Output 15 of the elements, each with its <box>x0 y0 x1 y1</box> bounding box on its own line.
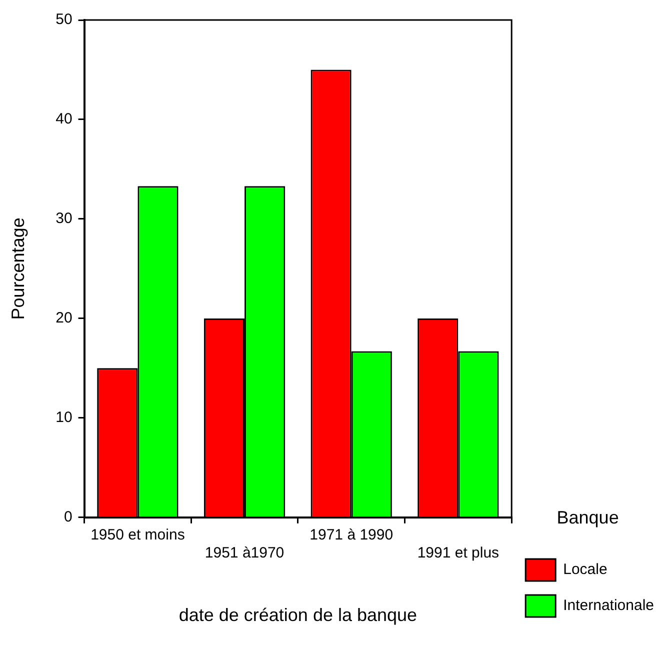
x-tick-label: 1951 à1970 <box>204 544 284 562</box>
x-tick-label: 1950 et moins <box>90 526 185 544</box>
legend-title: Banque <box>556 507 619 528</box>
x-tick-label: 1971 à 1990 <box>310 526 394 544</box>
x-axis-title: date de création de la banque <box>178 605 418 626</box>
legend-label: Internationale <box>563 597 654 614</box>
y-tick-label: 10 <box>56 409 72 426</box>
x-tick-label: 1991 et plus <box>417 544 500 562</box>
y-tick-label: 50 <box>56 11 72 28</box>
y-tick-label: 0 <box>64 508 72 526</box>
y-tick-label: 30 <box>56 210 72 228</box>
y-tick-label: 40 <box>56 110 72 128</box>
y-tick-label: 20 <box>56 310 72 327</box>
legend-label: Locale <box>563 561 608 578</box>
y-axis-title: Pourcentage <box>8 218 28 320</box>
